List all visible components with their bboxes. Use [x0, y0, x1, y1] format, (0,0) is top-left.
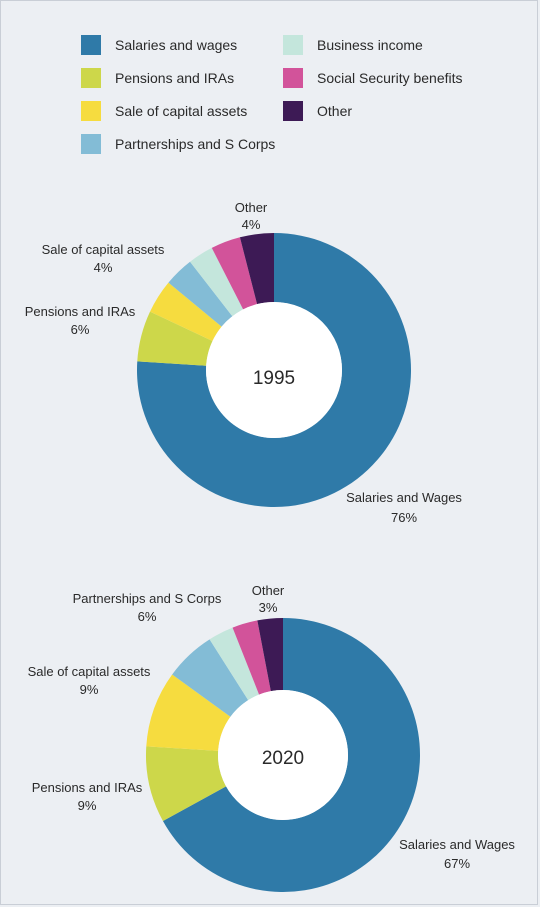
annotation-1995-pensions-pct: 6%	[71, 322, 90, 337]
legend-swatch-pensions	[81, 68, 101, 88]
legend: Salaries and wages Pensions and IRAs Sal…	[0, 0, 540, 170]
slice-1995-pensions-and-iras	[137, 311, 213, 366]
legend-item-salaries: Salaries and wages	[81, 35, 237, 55]
annotation-1995-salaries-pct: 76%	[391, 510, 417, 525]
annotation-2020-capital-name: Sale of capital assets	[28, 664, 151, 679]
legend-label-other: Other	[317, 103, 353, 119]
legend-label-partnerships: Partnerships and S Corps	[115, 136, 276, 152]
donut-hole-2020	[218, 690, 348, 820]
legend-swatch-social-security	[283, 68, 303, 88]
slice-1995-social-security-benefits	[211, 237, 258, 310]
legend-label-business-income: Business income	[317, 37, 423, 53]
legend-item-capital-assets: Sale of capital assets	[81, 101, 247, 121]
annotation-2020-partnerships-pct: 6%	[138, 609, 157, 624]
annotation-1995-other-pct: 4%	[242, 217, 261, 232]
slice-2020-partnerships-and-s-corps	[172, 639, 249, 717]
annotation-1995-pensions-name: Pensions and IRAs	[25, 304, 136, 319]
annotation-2020-pensions-name: Pensions and IRAs	[32, 780, 143, 795]
annotation-2020-salaries-pct: 67%	[444, 856, 470, 871]
slice-2020-social-security-benefits	[232, 620, 271, 695]
legend-item-social-security: Social Security benefits	[283, 68, 463, 88]
legend-label-salaries: Salaries and wages	[115, 37, 238, 53]
slice-1995-other	[239, 233, 274, 305]
legend-label-capital-assets: Sale of capital assets	[115, 103, 248, 119]
annotation-2020-partnerships-name: Partnerships and S Corps	[73, 591, 222, 606]
donut-slices-1995	[137, 233, 411, 507]
legend-swatch-capital-assets	[81, 101, 101, 121]
slice-2020-sale-of-capital-assets	[146, 674, 231, 751]
legend-label-social-security: Social Security benefits	[317, 70, 463, 86]
slice-1995-salaries-and-wages	[137, 233, 411, 507]
annotation-2020-salaries-name: Salaries and Wages	[399, 837, 515, 852]
donut-chart-1995: 1995 Other 4% Sale of capital assets 4% …	[25, 200, 463, 525]
legend-item-pensions: Pensions and IRAs	[81, 68, 234, 88]
donut-slices-2020	[146, 618, 421, 892]
slice-2020-salaries-and-wages	[162, 618, 421, 892]
center-label-2020: 2020	[262, 748, 304, 769]
donut-hole-1995	[206, 302, 342, 438]
annotation-1995-capital-name: Sale of capital assets	[42, 242, 165, 257]
annotation-2020-capital-pct: 9%	[80, 682, 99, 697]
legend-swatch-salaries	[81, 35, 101, 55]
slice-1995-sale-of-capital-assets	[150, 282, 222, 342]
legend-item-partnerships: Partnerships and S Corps	[81, 134, 275, 154]
slice-1995-business-income	[190, 247, 244, 317]
annotation-2020-other-name: Other	[252, 583, 285, 598]
slice-2020-business-income	[209, 627, 260, 701]
legend-swatch-business-income	[283, 35, 303, 55]
donut-chart-2020: 2020 Other 3% Partnerships and S Corps 6…	[28, 583, 515, 892]
annotation-1995-other-name: Other	[235, 200, 268, 215]
center-label-1995: 1995	[253, 368, 295, 389]
annotation-1995-capital-pct: 4%	[94, 260, 113, 275]
slice-2020-other	[257, 618, 283, 692]
legend-item-other: Other	[283, 101, 352, 121]
annotation-1995-salaries-name: Salaries and Wages	[346, 490, 462, 505]
slice-1995-partnerships-and-s-corps	[168, 261, 233, 327]
annotation-2020-pensions-pct: 9%	[78, 798, 97, 813]
legend-item-business-income: Business income	[283, 35, 423, 55]
legend-swatch-partnerships	[81, 134, 101, 154]
annotation-2020-other-pct: 3%	[259, 600, 278, 615]
legend-swatch-other	[283, 101, 303, 121]
slice-2020-pensions-and-iras	[146, 746, 227, 822]
legend-label-pensions: Pensions and IRAs	[115, 70, 235, 86]
